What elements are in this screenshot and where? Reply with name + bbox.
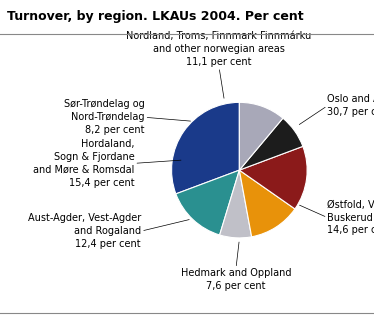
Text: Oslo and Akershus
30,7 per cent: Oslo and Akershus 30,7 per cent [328, 94, 374, 117]
Text: Sør-Trøndelag og
Nord-Trøndelag
8,2 per cent: Sør-Trøndelag og Nord-Trøndelag 8,2 per … [64, 100, 144, 135]
Wedge shape [239, 118, 303, 170]
Text: Nordland, Troms, Finnmark Finnmárku
and other norwegian areas
11,1 per cent: Nordland, Troms, Finnmark Finnmárku and … [126, 31, 312, 67]
Text: Østfold, Vestfold,
Buskerud and Telemark
14,6 per cent: Østfold, Vestfold, Buskerud and Telemark… [328, 200, 374, 235]
Text: Turnover, by region. LKAUs 2004. Per cent: Turnover, by region. LKAUs 2004. Per cen… [7, 10, 304, 22]
Wedge shape [239, 102, 283, 170]
Text: Hordaland,
Sogn & Fjordane
and Møre & Romsdal
15,4 per cent: Hordaland, Sogn & Fjordane and Møre & Ro… [33, 139, 134, 187]
Wedge shape [172, 102, 239, 194]
Wedge shape [239, 146, 307, 209]
Text: Hedmark and Oppland
7,6 per cent: Hedmark and Oppland 7,6 per cent [181, 268, 291, 291]
Wedge shape [220, 170, 252, 238]
Text: Aust-Agder, Vest-Agder
and Rogaland
12,4 per cent: Aust-Agder, Vest-Agder and Rogaland 12,4… [28, 213, 141, 249]
Wedge shape [239, 170, 295, 237]
Wedge shape [176, 170, 239, 235]
